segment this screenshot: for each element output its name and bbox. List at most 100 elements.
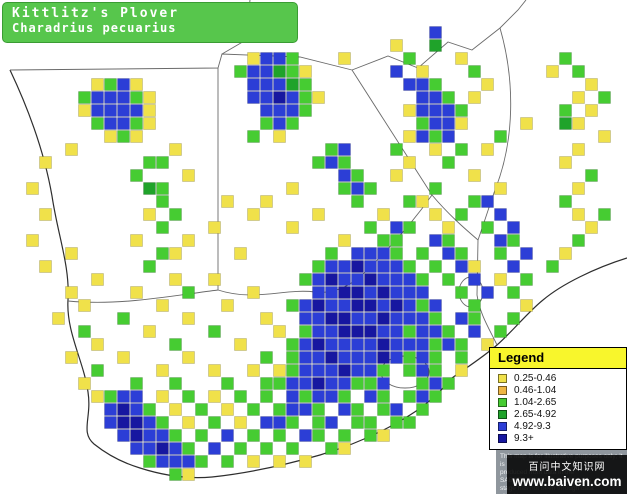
grid-cell <box>429 143 442 156</box>
grid-cell <box>312 364 325 377</box>
grid-cell <box>364 221 377 234</box>
grid-cell <box>598 208 611 221</box>
grid-cell <box>481 286 494 299</box>
grid-cell <box>377 234 390 247</box>
legend-item: 0.25-0.46 <box>498 373 618 384</box>
grid-cell <box>325 143 338 156</box>
grid-cell <box>299 377 312 390</box>
grid-cell <box>338 234 351 247</box>
legend-swatch <box>498 410 507 419</box>
grid-cell <box>299 325 312 338</box>
grid-cell <box>286 442 299 455</box>
grid-cell <box>429 91 442 104</box>
grid-cell <box>585 169 598 182</box>
grid-cell <box>442 377 455 390</box>
grid-cell <box>351 351 364 364</box>
grid-cell <box>299 312 312 325</box>
grid-cell <box>286 182 299 195</box>
grid-cell <box>416 299 429 312</box>
grid-cell <box>390 325 403 338</box>
grid-cell <box>455 338 468 351</box>
grid-cell <box>195 455 208 468</box>
grid-cell <box>312 286 325 299</box>
grid-cell <box>273 403 286 416</box>
grid-cell <box>364 325 377 338</box>
grid-cell <box>377 286 390 299</box>
grid-cell <box>494 273 507 286</box>
grid-cell <box>403 52 416 65</box>
grid-cell <box>455 52 468 65</box>
grid-cell <box>351 260 364 273</box>
grid-cell <box>585 104 598 117</box>
grid-cell <box>312 312 325 325</box>
grid-cell <box>26 234 39 247</box>
grid-cell <box>234 390 247 403</box>
grid-cell <box>286 364 299 377</box>
grid-cell <box>429 39 442 52</box>
grid-cell <box>338 286 351 299</box>
grid-cell <box>143 442 156 455</box>
grid-cell <box>299 364 312 377</box>
grid-cell <box>312 273 325 286</box>
grid-cell <box>442 247 455 260</box>
grid-cell <box>143 182 156 195</box>
grid-cell <box>286 390 299 403</box>
grid-cell <box>351 299 364 312</box>
grid-cell <box>312 338 325 351</box>
grid-cell <box>403 286 416 299</box>
grid-cell <box>455 208 468 221</box>
grid-cell <box>312 91 325 104</box>
grid-cell <box>117 403 130 416</box>
grid-cell <box>429 182 442 195</box>
grid-cell <box>39 156 52 169</box>
grid-cell <box>416 403 429 416</box>
grid-cell <box>416 286 429 299</box>
grid-cell <box>325 364 338 377</box>
grid-cell <box>91 364 104 377</box>
legend-swatch <box>498 398 507 407</box>
grid-cell <box>520 247 533 260</box>
grid-cell <box>442 325 455 338</box>
country-border <box>351 0 527 71</box>
grid-cell <box>247 403 260 416</box>
grid-cell <box>338 299 351 312</box>
grid-cell <box>598 130 611 143</box>
grid-cell <box>338 260 351 273</box>
species-title-box: Kittlitz's Plover Charadrius pecuarius <box>2 2 298 43</box>
grid-cell <box>130 377 143 390</box>
grid-cell <box>208 325 221 338</box>
grid-cell <box>442 273 455 286</box>
grid-cell <box>325 442 338 455</box>
grid-cell <box>377 429 390 442</box>
grid-cell <box>442 104 455 117</box>
grid-cell <box>403 273 416 286</box>
grid-cell <box>429 325 442 338</box>
grid-cell <box>351 403 364 416</box>
grid-cell <box>416 78 429 91</box>
grid-cell <box>260 195 273 208</box>
grid-cell <box>312 260 325 273</box>
grid-cell <box>247 286 260 299</box>
grid-cell <box>442 234 455 247</box>
watermark-site-name: 百问中文知识网 <box>528 461 606 473</box>
grid-cell <box>247 52 260 65</box>
grid-cell <box>299 338 312 351</box>
legend-item: 0.46-1.04 <box>498 385 618 396</box>
grid-cell <box>182 351 195 364</box>
grid-cell <box>338 377 351 390</box>
grid-cell <box>494 130 507 143</box>
grid-cell <box>455 351 468 364</box>
grid-cell <box>364 247 377 260</box>
grid-cell <box>390 260 403 273</box>
grid-cell <box>377 403 390 416</box>
species-common-name: Kittlitz's Plover <box>12 6 180 21</box>
grid-cell <box>286 117 299 130</box>
grid-cell <box>130 78 143 91</box>
grid-cell <box>156 429 169 442</box>
grid-cell <box>247 130 260 143</box>
grid-cell <box>377 364 390 377</box>
grid-cell <box>338 403 351 416</box>
grid-cell <box>299 351 312 364</box>
grid-cell <box>78 91 91 104</box>
grid-cell <box>403 351 416 364</box>
